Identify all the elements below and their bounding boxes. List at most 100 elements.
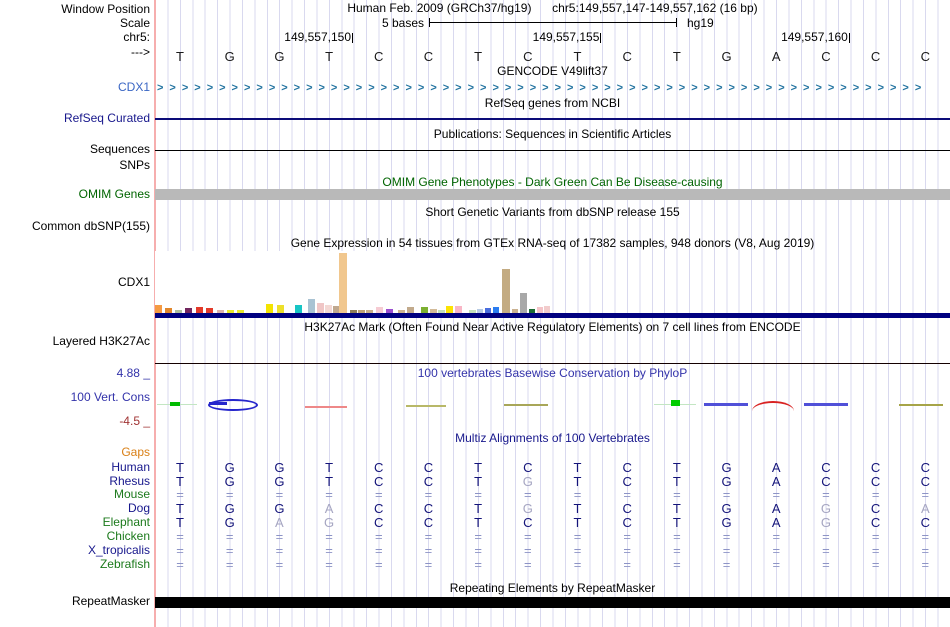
conservation-mark: [406, 405, 446, 407]
h3k27ac-track-title[interactable]: H3K27Ac Mark (Often Found Near Active Re…: [304, 320, 801, 334]
sequences-track-label[interactable]: Sequences: [89, 142, 150, 156]
sequence-base: A: [771, 49, 781, 64]
gtex-gene-label[interactable]: CDX1: [117, 275, 150, 289]
multiz-base: =: [374, 529, 383, 544]
multiz-base: =: [225, 543, 234, 558]
multiz-base: =: [275, 529, 284, 544]
multiz-base: G: [274, 460, 285, 475]
window-position-header: Human Feb. 2009 (GRCh37/hg19) chr5:149,5…: [155, 2, 950, 15]
gtex-bar: [325, 305, 332, 313]
gtex-bar: [485, 308, 491, 313]
multiz-base: C: [423, 460, 434, 475]
gencode-gene-item[interactable]: >>>>>>>>>>>>>>>>>>>>>>>>>>>>>>>>>>>>>>>>…: [157, 82, 928, 94]
gtex-bar: [376, 307, 383, 313]
gtex-bar: [502, 269, 510, 313]
repeatmasker-item[interactable]: [155, 597, 950, 608]
multiz-base: =: [275, 557, 284, 572]
multiz-base: =: [722, 557, 731, 572]
gencode-track-title[interactable]: GENCODE V49lift37: [497, 64, 608, 78]
sequence-base: G: [224, 49, 235, 64]
gtex-bar: [308, 299, 315, 313]
multiz-species-label[interactable]: Elephant: [102, 515, 150, 529]
refseq-gene-item[interactable]: [155, 118, 950, 120]
multiz-species-label[interactable]: Chicken: [106, 529, 150, 543]
conservation-mark: [704, 403, 748, 406]
multiz-base: C: [920, 515, 930, 530]
multiz-base: =: [424, 529, 433, 544]
multiz-species-label[interactable]: Mouse: [113, 487, 150, 501]
multiz-base: C: [870, 501, 881, 516]
multiz-base: T: [474, 460, 483, 475]
multiz-track-title[interactable]: Multiz Alignments of 100 Vertebrates: [455, 431, 650, 445]
sequence-base: T: [672, 49, 681, 64]
multiz-base: =: [772, 529, 781, 544]
gtex-bar: [185, 308, 192, 313]
multiz-base: =: [275, 487, 284, 502]
multiz-base: =: [374, 543, 383, 558]
gtex-bar: [477, 309, 483, 313]
multiz-base: T: [176, 460, 184, 475]
multiz-base: A: [771, 515, 781, 530]
multiz-base: =: [673, 557, 681, 572]
sequence-base: C: [920, 49, 930, 64]
gtex-bar: [277, 305, 284, 313]
gtex-chart-panel[interactable]: [155, 251, 547, 313]
gencode-gene-label[interactable]: CDX1: [117, 80, 150, 94]
multiz-base: =: [673, 487, 681, 502]
conservation-track-label[interactable]: 100 Vert. Cons: [70, 390, 150, 404]
multiz-species-label[interactable]: Dog: [127, 501, 150, 515]
multiz-base: C: [423, 515, 434, 530]
dbsnp-track-title[interactable]: Short Genetic Variants from dbSNP releas…: [425, 205, 680, 219]
multiz-species-label[interactable]: Rhesus: [109, 474, 150, 488]
multiz-base: =: [176, 557, 184, 572]
omim-genes-label[interactable]: OMIM Genes: [78, 187, 150, 201]
genome-assembly-tag: hg19: [687, 16, 714, 30]
multiz-base: G: [820, 501, 831, 516]
multiz-base: T: [573, 474, 582, 489]
conservation-mark: [899, 404, 943, 406]
publications-track-title[interactable]: Publications: Sequences in Scientific Ar…: [433, 127, 672, 141]
common-dbsnp-label[interactable]: Common dbSNP(155): [31, 219, 150, 233]
multiz-base: =: [722, 543, 731, 558]
omim-gene-item[interactable]: [155, 189, 950, 200]
sequences-item-line[interactable]: [155, 150, 950, 151]
multiz-base: =: [623, 529, 631, 544]
refseq-track-title[interactable]: RefSeq genes from NCBI: [484, 96, 621, 110]
multiz-base: =: [225, 487, 234, 502]
multiz-base: T: [573, 460, 582, 475]
phylop-track-title[interactable]: 100 vertebrates Basewise Conservation by…: [417, 366, 688, 380]
multiz-base: G: [224, 474, 235, 489]
multiz-base: T: [176, 501, 184, 516]
multiz-species-label[interactable]: Human: [111, 460, 150, 474]
gtex-bar: [386, 309, 393, 313]
multiz-base: =: [424, 487, 433, 502]
multiz-base: T: [672, 460, 681, 475]
multiz-base: A: [275, 515, 284, 530]
multiz-species-label[interactable]: X_tropicalis: [87, 543, 150, 557]
multiz-base: C: [622, 501, 632, 516]
repeatmasker-label[interactable]: RepeatMasker: [71, 594, 150, 608]
multiz-base: C: [523, 515, 533, 530]
gtex-track-title[interactable]: Gene Expression in 54 tissues from GTEx …: [290, 236, 815, 250]
multiz-base: C: [523, 460, 533, 475]
gtex-gene-model-band[interactable]: [155, 313, 950, 318]
multiz-base: T: [573, 515, 582, 530]
refseq-curated-label[interactable]: RefSeq Curated: [63, 111, 150, 125]
multiz-species-label[interactable]: Gaps: [121, 445, 150, 459]
omim-track-title[interactable]: OMIM Gene Phenotypes - Dark Green Can Be…: [382, 175, 723, 189]
gtex-bar: [227, 310, 234, 313]
sequence-base: T: [325, 49, 334, 64]
snps-track-label[interactable]: SNPs: [119, 158, 150, 172]
multiz-base: =: [524, 543, 532, 558]
ruler-tick-label: 149,557,150: [284, 30, 351, 44]
repeatmasker-track-title[interactable]: Repeating Elements by RepeatMasker: [449, 581, 656, 595]
sequence-base: T: [474, 49, 483, 64]
multiz-species-label[interactable]: Zebrafish: [99, 557, 150, 571]
multiz-base: =: [921, 487, 930, 502]
layered-h3k27ac-label[interactable]: Layered H3K27Ac: [52, 334, 150, 348]
multiz-base: T: [176, 474, 184, 489]
window-position-label: Window Position: [61, 2, 150, 16]
multiz-base: =: [871, 487, 880, 502]
multiz-base: G: [522, 474, 533, 489]
